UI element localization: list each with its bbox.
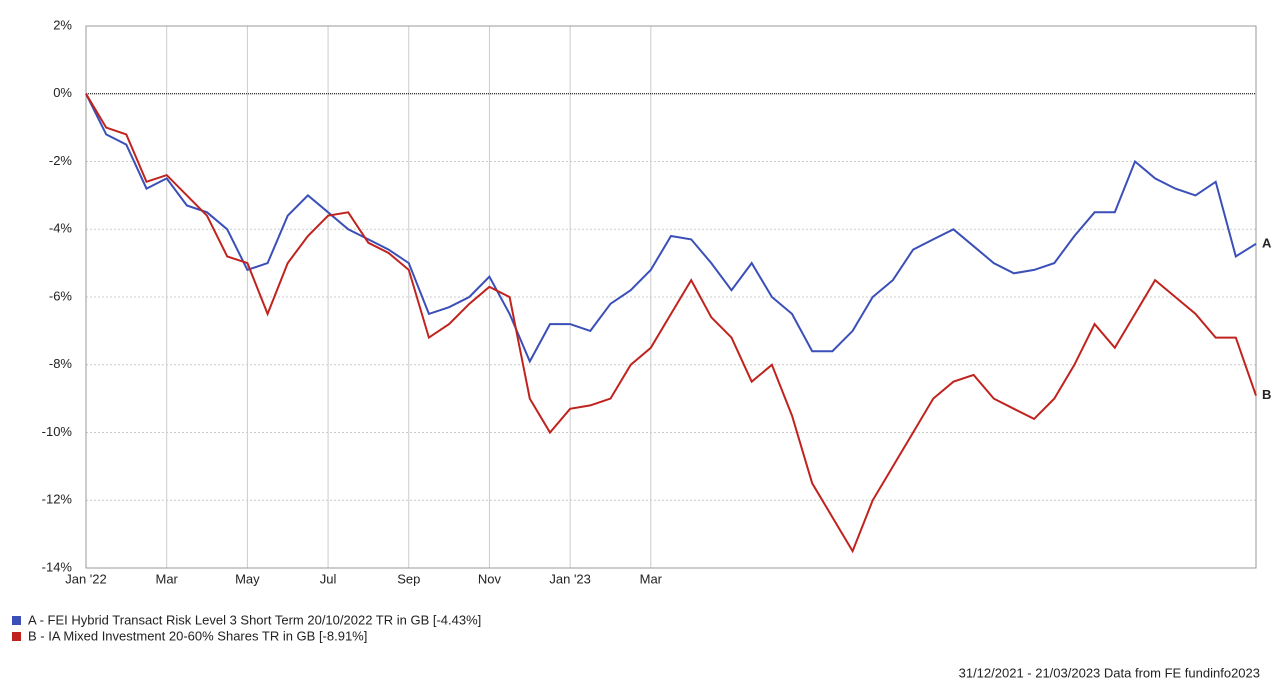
- y-tick-label: 0%: [53, 85, 72, 100]
- end-label: A: [1262, 235, 1272, 250]
- plot-frame: [85, 25, 1257, 569]
- x-tick-label: Sep: [397, 571, 420, 586]
- x-tick-label: Jul: [320, 571, 337, 586]
- series-line: [85, 93, 1257, 554]
- y-tick-label: -10%: [42, 424, 73, 439]
- x-tick-label: Nov: [478, 571, 502, 586]
- x-tick-label: Jan '22: [65, 571, 107, 586]
- x-tick-label: Mar: [640, 571, 663, 586]
- legend-swatch: [12, 632, 21, 641]
- y-tick-label: -2%: [49, 153, 73, 168]
- legend-swatch: [12, 616, 21, 625]
- y-tick-label: 2%: [53, 17, 72, 32]
- end-label: B: [1262, 387, 1271, 402]
- x-tick-label: Jan '23: [549, 571, 591, 586]
- y-tick-label: -6%: [49, 288, 73, 303]
- series-line: [85, 93, 1257, 364]
- legend-label: B - IA Mixed Investment 20-60% Shares TR…: [28, 628, 367, 643]
- x-tick-label: Mar: [155, 571, 178, 586]
- footer: 31/12/2021 - 21/03/2023 Data from FE fun…: [959, 665, 1260, 680]
- y-tick-label: -12%: [42, 492, 73, 507]
- x-tick-label: May: [235, 571, 260, 586]
- y-tick-label: -14%: [42, 559, 73, 574]
- y-tick-label: -4%: [49, 221, 73, 236]
- legend-label: A - FEI Hybrid Transact Risk Level 3 Sho…: [28, 612, 481, 627]
- y-tick-label: -8%: [49, 356, 73, 371]
